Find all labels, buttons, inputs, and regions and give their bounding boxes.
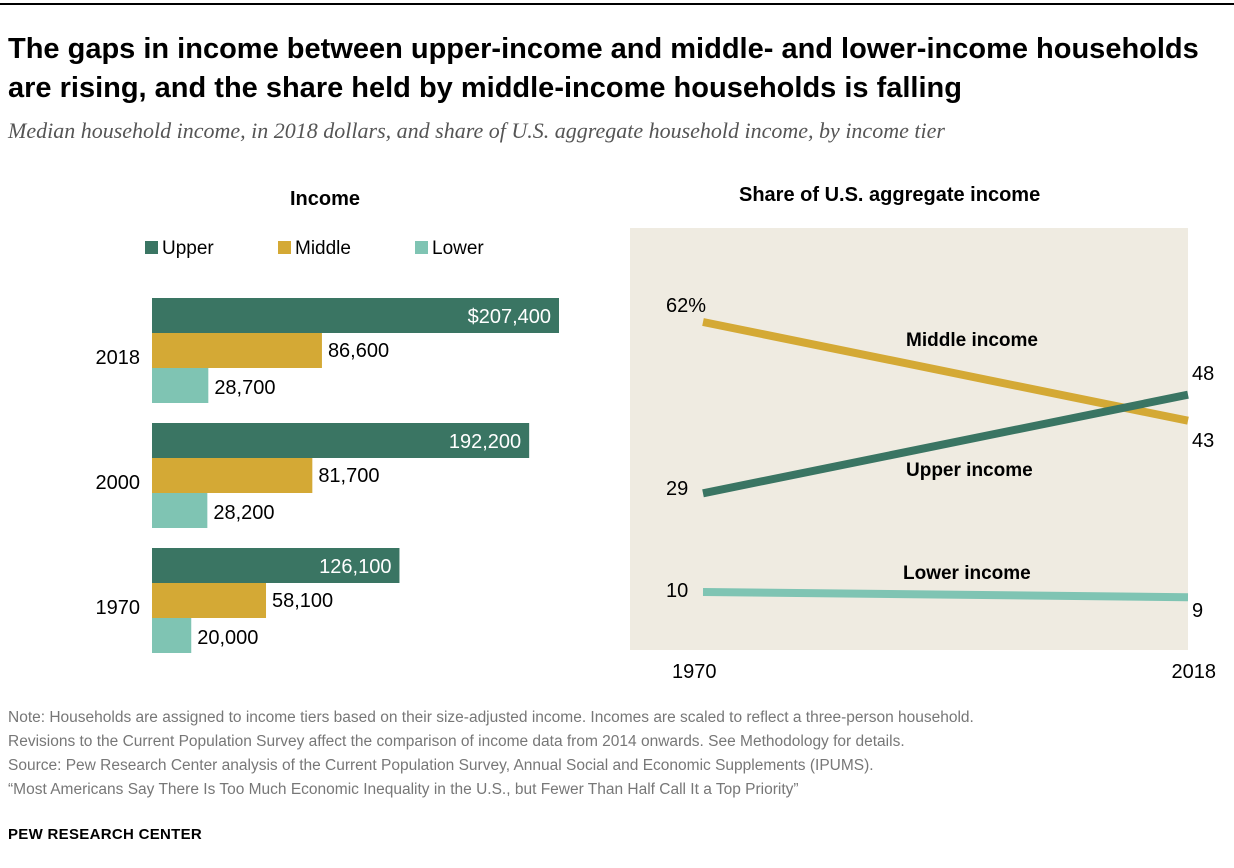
series-label-lower-income: Lower income: [903, 563, 1031, 584]
source-line: Source: Pew Research Center analysis of …: [8, 757, 874, 774]
value-label-lower-1970: 10: [666, 580, 688, 602]
legend-item-upper: Upper: [145, 238, 214, 260]
series-label-upper-income: Upper income: [906, 460, 1033, 481]
legend-swatch-upper: [145, 241, 158, 254]
bar-value-label-middle-2018: 86,600: [328, 340, 389, 362]
line-middle-income: [702, 318, 1189, 425]
line-lower-income: [702, 588, 1189, 602]
legend-label-lower: Lower: [432, 238, 484, 259]
bar-middle-2000: [152, 458, 313, 493]
legend-label-upper: Upper: [162, 238, 214, 259]
category-label-2018: 2018: [96, 347, 141, 369]
line-upper-income: [702, 390, 1189, 498]
brand-logo-text: PEW RESEARCH CENTER: [8, 826, 203, 843]
share-panel-title: Share of U.S. aggregate income: [739, 184, 1041, 206]
legend-label-middle: Middle: [295, 238, 351, 259]
report-title-line: “Most Americans Say There Is Too Much Ec…: [8, 781, 799, 798]
value-label-upper-2018: 48: [1192, 363, 1214, 385]
bar-middle-1970: [152, 583, 267, 618]
legend-swatch-middle: [278, 241, 291, 254]
bar-lower-2000: [152, 493, 208, 528]
plot-background: [630, 228, 1188, 650]
legend-swatch-lower: [415, 241, 428, 254]
bar-lower-2018: [152, 368, 209, 403]
top-rule: [0, 3, 1234, 5]
bar-value-label-lower-1970: 20,000: [197, 627, 258, 649]
value-label-middle-1970: 62%: [666, 295, 706, 317]
bar-value-label-lower-2018: 28,700: [214, 377, 275, 399]
income-panel-title: Income: [290, 188, 361, 210]
category-label-2000: 2000: [96, 472, 141, 494]
legend-item-middle: Middle: [278, 238, 351, 260]
notes: Note: Households are assigned to income …: [8, 706, 1234, 802]
bar-value-label-upper-2000: 192,200: [449, 431, 521, 453]
chart-subtitle: Median household income, in 2018 dollars…: [8, 118, 945, 143]
bar-upper-2000: [152, 423, 530, 458]
bar-upper-2018: [152, 298, 559, 333]
bar-value-label-upper-1970: 126,100: [319, 556, 391, 578]
legend-item-lower: Lower: [415, 238, 484, 260]
note-line: Revisions to the Current Population Surv…: [8, 733, 905, 750]
series-label-middle-income: Middle income: [906, 330, 1038, 351]
bar-value-label-lower-2000: 28,200: [213, 502, 274, 524]
bar-middle-2018: [152, 333, 322, 368]
note-line: Note: Households are assigned to income …: [8, 709, 974, 726]
x-tick-label-2018: 2018: [1172, 661, 1217, 683]
bar-value-label-middle-1970: 58,100: [272, 590, 333, 612]
bar-value-label-middle-2000: 81,700: [318, 465, 379, 487]
value-label-middle-2018: 43: [1192, 430, 1214, 452]
bar-upper-1970: [152, 548, 400, 583]
chart-title: The gaps in income between upper-income …: [8, 33, 1199, 104]
value-label-upper-1970: 29: [666, 478, 688, 500]
x-tick-label-1970: 1970: [672, 661, 717, 683]
value-label-lower-2018: 9: [1192, 600, 1203, 622]
bar-value-label-upper-2018: $207,400: [468, 306, 551, 328]
category-label-1970: 1970: [96, 597, 141, 619]
charts-canvas: 2018 $207,400 86,600 28,700 2000 192,200 81,70…: [96, 228, 1217, 683]
bar-lower-1970: [152, 618, 192, 653]
